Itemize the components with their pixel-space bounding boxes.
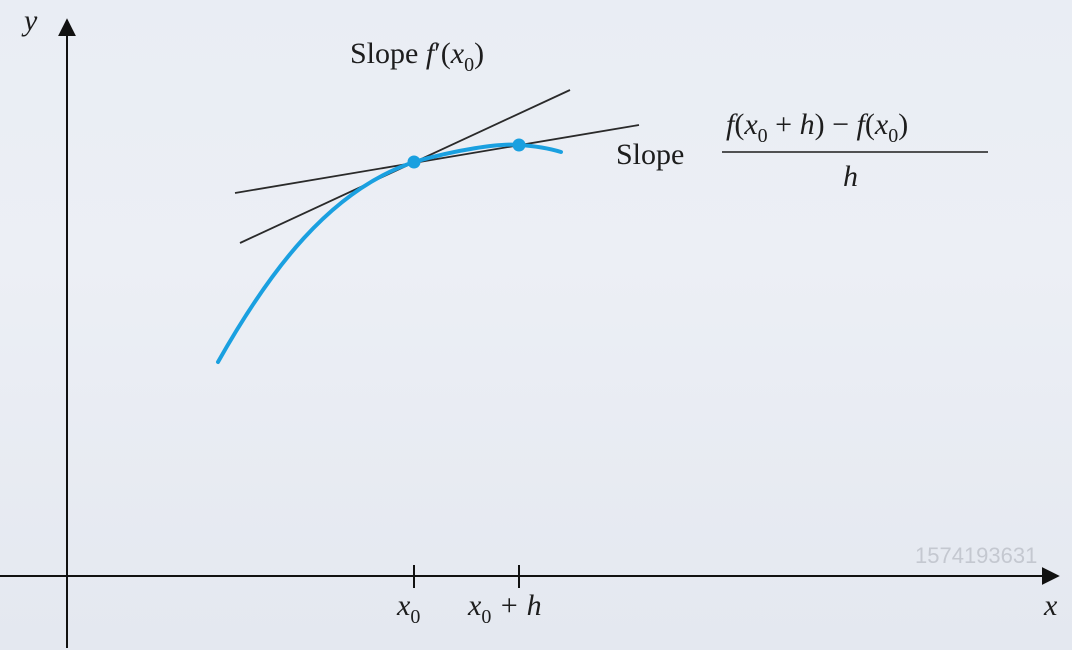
secant-slope-label: Slope [616,138,684,171]
watermark-text: 1574193631 [915,543,1037,568]
secant-numerator: f(x0 + h) − f(x0) [726,108,908,147]
tick-label-x0-plus-h: x0 + h [467,589,542,628]
point-x0-plus-h [512,138,526,152]
y-axis-label: y [21,4,38,37]
secant-line [234,124,640,194]
tangent-slope-label: Slope f′(x0) [350,37,484,76]
point-x0 [407,155,421,169]
secant-denominator: h [843,160,858,193]
tick-label-x0: x0 [396,589,420,628]
function-curve [216,142,563,364]
x-axis-label: x [1043,589,1058,622]
